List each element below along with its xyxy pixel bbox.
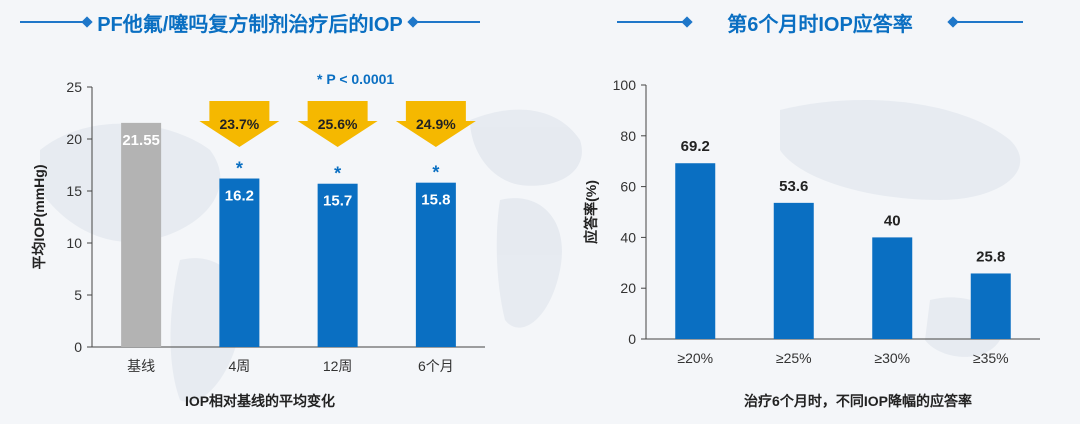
x-axis-label: 治疗6个月时，不同IOP降幅的应答率	[744, 393, 972, 409]
y-axis-label: 应答率(%)	[583, 180, 599, 244]
y-axis-label: 平均IOP(mmHg)	[31, 165, 47, 270]
title-decoration-line	[407, 16, 480, 28]
x-axis-label: IOP相对基线的平均变化	[185, 393, 335, 409]
reduction-arrow	[297, 101, 378, 147]
iop-response-rate-chart: 0 20 40 60 80 100 应答率(%) 治疗6个月时，不同IOP降幅的应答率 ≥20%…	[583, 77, 1040, 409]
y-tick-label: 15	[66, 183, 82, 199]
iop-mean-chart: * P < 0.0001 0 5 10 15 20 25 平均IOP(mmHg) IOP相对基…	[31, 71, 485, 409]
bar-value-label: 15.8	[421, 192, 450, 209]
bar	[219, 178, 260, 347]
significance-star: *	[432, 163, 439, 183]
significance-star: *	[334, 164, 341, 184]
reduction-label: 25.6%	[318, 116, 358, 132]
x-tick-label: 4周	[228, 358, 250, 374]
bar	[121, 122, 162, 347]
title-decoration-line	[947, 16, 1023, 28]
x-tick-label: ≥20%	[677, 350, 713, 366]
significance-note: * P < 0.0001	[317, 71, 394, 87]
y-tick-label: 80	[620, 128, 636, 144]
x-tick-label: ≥30%	[874, 350, 910, 366]
y-tick-label: 20	[66, 131, 82, 147]
bar	[317, 183, 358, 347]
y-tick-label: 10	[66, 235, 82, 251]
bar-value-label: 40	[884, 212, 901, 229]
reduction-label: 24.9%	[416, 116, 456, 132]
bar-value-label: 15.7	[323, 193, 352, 210]
title-decoration-line	[20, 16, 93, 28]
x-tick-label: 12周	[323, 358, 353, 374]
bar-value-label: 69.2	[681, 138, 710, 155]
y-tick-label: 20	[620, 280, 636, 296]
right-chart-title: 第6个月时IOP应答率	[727, 13, 913, 36]
bar	[675, 163, 716, 339]
reduction-arrow	[395, 101, 476, 147]
right-chart-title-bar: 第6个月时IOP应答率	[600, 8, 1040, 36]
reduction-label: 23.7%	[220, 116, 260, 132]
y-tick-label: 5	[74, 287, 82, 303]
bar	[872, 237, 913, 339]
bar-value-label: 16.2	[225, 188, 254, 205]
title-decoration-line	[617, 16, 693, 28]
left-chart-title: PF他氟/噻吗复方制剂治疗后的IOP	[97, 13, 403, 36]
y-tick-label: 60	[620, 179, 636, 195]
bar	[970, 273, 1011, 339]
reduction-arrow	[199, 101, 280, 147]
y-tick-label: 0	[74, 339, 82, 355]
y-tick-label: 25	[66, 79, 82, 95]
x-tick-label: ≥35%	[973, 350, 1009, 366]
bar	[415, 182, 456, 347]
y-tick-label: 40	[620, 229, 636, 245]
y-tick-label: 100	[613, 77, 637, 93]
bar-value-label: 25.8	[976, 248, 1005, 265]
bar-value-label: 53.6	[779, 178, 808, 195]
x-tick-label: 基线	[127, 358, 155, 374]
x-tick-label: 6个月	[418, 358, 454, 374]
bar-value-label: 21.55	[122, 132, 160, 149]
bar	[773, 202, 814, 339]
x-tick-label: ≥25%	[776, 350, 812, 366]
left-chart-title-bar: PF他氟/噻吗复方制剂治疗后的IOP	[20, 8, 480, 36]
significance-star: *	[236, 159, 243, 179]
y-tick-label: 0	[628, 331, 636, 347]
